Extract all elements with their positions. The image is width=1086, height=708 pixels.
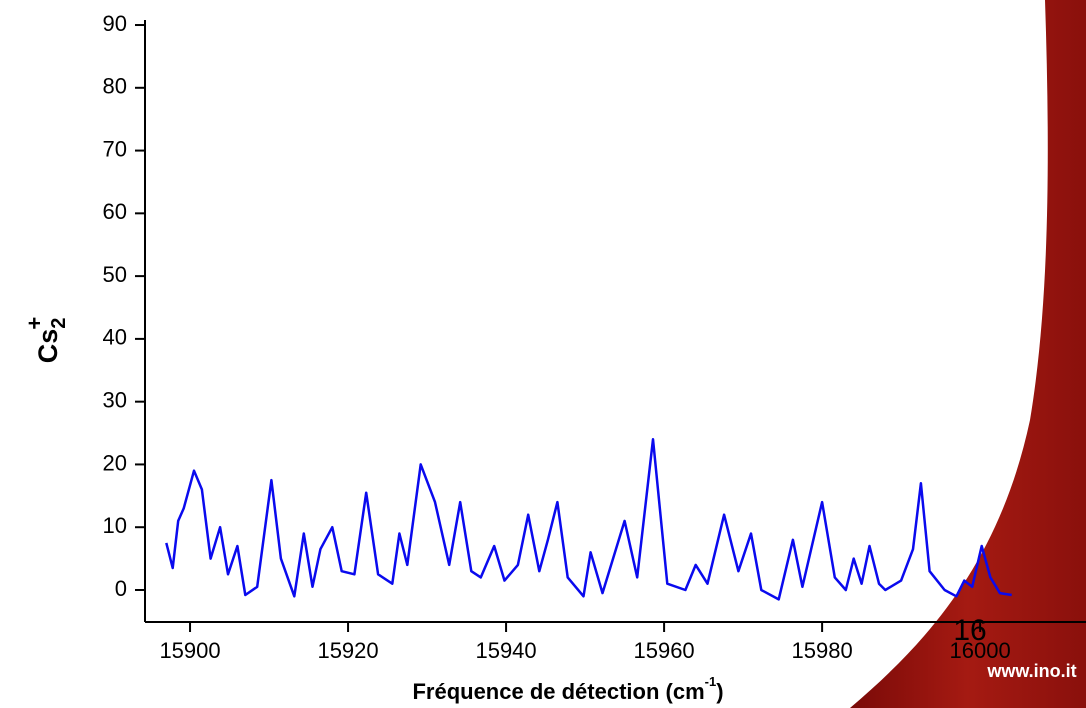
x-tick-label: 15980 — [792, 638, 853, 663]
x-tick-label: 16000 — [950, 638, 1011, 663]
y-tick-label: 50 — [103, 262, 127, 287]
plot: 0 10 20 30 40 50 60 70 80 90 15900 15920 15940 15960 1… — [103, 11, 1086, 663]
y-tick-label: 70 — [103, 136, 127, 161]
y-tick-label: 60 — [103, 199, 127, 224]
x-tick-label: 15920 — [317, 638, 378, 663]
y-tick-label: 20 — [103, 450, 127, 475]
y-tick-label: 0 — [115, 576, 127, 601]
website: www.ino.it — [986, 661, 1076, 681]
data-line — [165, 438, 1012, 601]
x-axis-label: Fréquence de détection (cm-1) — [412, 674, 723, 703]
y-label-sup: + — [22, 317, 47, 330]
y-tick-label: 80 — [103, 74, 127, 99]
y-label-sub: 2 — [48, 318, 70, 329]
x-label-end: ) — [716, 679, 723, 704]
x-tick-label: 15940 — [475, 638, 536, 663]
y-axis-label: Cs2+ — [22, 317, 70, 364]
y-tick-label: 90 — [103, 11, 127, 36]
y-label-base: Cs — [33, 329, 63, 364]
x-tick-label: 15960 — [633, 638, 694, 663]
decoration — [850, 0, 1086, 708]
y-tick-label: 40 — [103, 325, 127, 350]
x-tick-label: 15900 — [159, 638, 220, 663]
x-label-sup: -1 — [705, 674, 717, 689]
x-label-text: Fréquence de détection (cm — [412, 679, 704, 704]
y-tick-label: 30 — [103, 387, 127, 412]
y-tick-label: 10 — [103, 513, 127, 538]
